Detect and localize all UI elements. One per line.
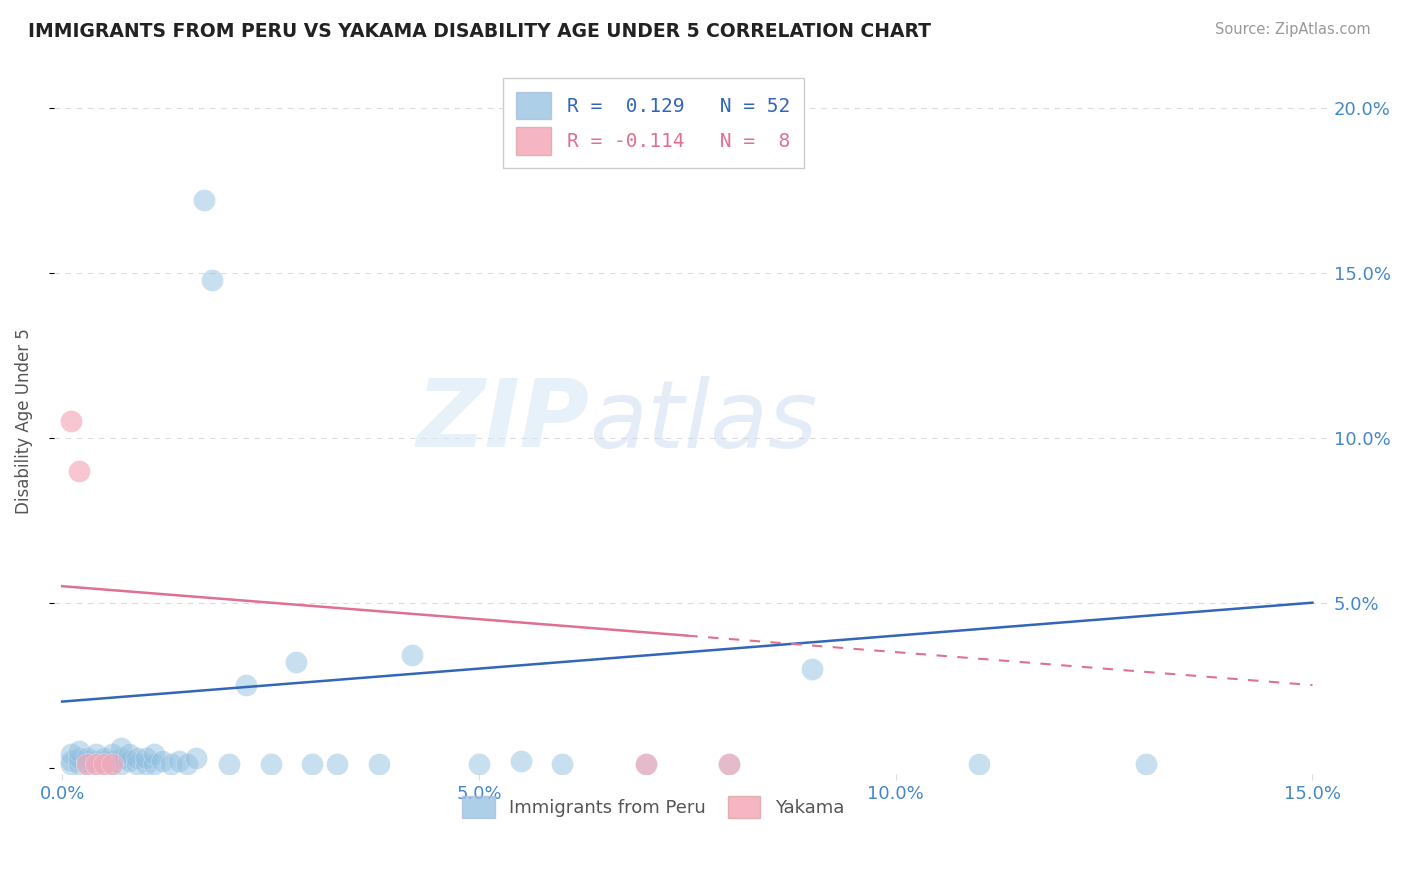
- Point: [110, 740, 132, 755]
- Text: atlas: atlas: [589, 376, 818, 467]
- Point: [67, 464, 90, 478]
- Point: [717, 757, 740, 772]
- Point: [101, 757, 124, 772]
- Point: [59, 747, 82, 762]
- Point: [67, 750, 90, 764]
- Point: [717, 757, 740, 772]
- Point: [235, 678, 257, 692]
- Point: [218, 757, 240, 772]
- Point: [93, 757, 115, 772]
- Point: [59, 754, 82, 768]
- Point: [259, 757, 281, 772]
- Point: [468, 757, 491, 772]
- Point: [59, 414, 82, 428]
- Point: [93, 757, 115, 772]
- Point: [84, 747, 107, 762]
- Point: [401, 648, 423, 663]
- Point: [76, 757, 98, 772]
- Point: [101, 747, 124, 762]
- Point: [201, 272, 224, 286]
- Point: [135, 757, 157, 772]
- Point: [59, 757, 82, 772]
- Point: [101, 754, 124, 768]
- Point: [367, 757, 389, 772]
- Point: [76, 754, 98, 768]
- Point: [142, 757, 165, 772]
- Legend: Immigrants from Peru, Yakama: Immigrants from Peru, Yakama: [456, 789, 851, 825]
- Point: [84, 757, 107, 772]
- Point: [118, 754, 141, 768]
- Text: IMMIGRANTS FROM PERU VS YAKAMA DISABILITY AGE UNDER 5 CORRELATION CHART: IMMIGRANTS FROM PERU VS YAKAMA DISABILIT…: [28, 22, 931, 41]
- Point: [284, 655, 307, 669]
- Point: [801, 662, 824, 676]
- Point: [76, 757, 98, 772]
- Point: [176, 757, 198, 772]
- Y-axis label: Disability Age Under 5: Disability Age Under 5: [15, 328, 32, 515]
- Text: ZIP: ZIP: [416, 376, 589, 467]
- Point: [551, 757, 574, 772]
- Point: [67, 744, 90, 758]
- Point: [84, 757, 107, 772]
- Point: [135, 750, 157, 764]
- Point: [93, 750, 115, 764]
- Point: [184, 750, 207, 764]
- Point: [159, 757, 181, 772]
- Point: [193, 194, 215, 208]
- Point: [509, 754, 531, 768]
- Point: [93, 754, 115, 768]
- Point: [634, 757, 657, 772]
- Point: [76, 750, 98, 764]
- Point: [67, 757, 90, 772]
- Point: [142, 747, 165, 762]
- Point: [110, 757, 132, 772]
- Point: [110, 750, 132, 764]
- Point: [967, 757, 990, 772]
- Point: [634, 757, 657, 772]
- Point: [167, 754, 190, 768]
- Point: [326, 757, 349, 772]
- Point: [301, 757, 323, 772]
- Point: [150, 754, 173, 768]
- Text: Source: ZipAtlas.com: Source: ZipAtlas.com: [1215, 22, 1371, 37]
- Point: [101, 757, 124, 772]
- Point: [1135, 757, 1157, 772]
- Point: [127, 757, 149, 772]
- Point: [127, 750, 149, 764]
- Point: [84, 754, 107, 768]
- Point: [118, 747, 141, 762]
